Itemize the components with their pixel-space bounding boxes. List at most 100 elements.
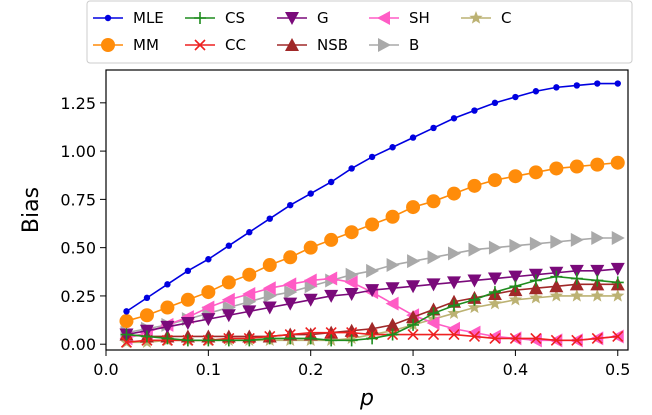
y-axis-label: Bias xyxy=(19,187,44,233)
legend-label: MM xyxy=(133,36,159,54)
data-point-marker xyxy=(377,11,390,25)
legend-item-mle: MLE xyxy=(93,9,164,27)
data-point-marker xyxy=(221,275,236,290)
data-point-marker xyxy=(528,165,543,180)
data-point-marker xyxy=(386,328,399,341)
data-point-marker xyxy=(385,317,400,331)
data-point-marker xyxy=(139,308,154,323)
legend-label: C xyxy=(501,9,511,27)
data-point-marker xyxy=(409,134,417,141)
data-point-marker xyxy=(509,238,523,253)
legend-item-nsb: NSB xyxy=(277,36,348,54)
data-point-marker xyxy=(285,12,299,25)
data-point-marker xyxy=(307,190,314,197)
legend-item-b: B xyxy=(369,36,419,54)
data-point-marker xyxy=(528,281,543,295)
data-point-marker xyxy=(427,307,440,320)
data-point-marker xyxy=(426,278,441,292)
data-point-marker xyxy=(304,332,317,345)
data-point-marker xyxy=(611,231,625,245)
data-point-marker xyxy=(101,38,115,52)
data-point-marker xyxy=(385,282,400,296)
data-point-marker xyxy=(570,288,584,302)
data-point-marker xyxy=(348,165,355,172)
data-point-marker xyxy=(180,316,195,330)
legend-label: SH xyxy=(409,9,430,27)
data-point-marker xyxy=(549,161,564,176)
data-point-marker xyxy=(508,270,523,284)
data-point-marker xyxy=(467,300,482,314)
data-point-marker xyxy=(508,169,523,184)
data-point-marker xyxy=(488,240,502,255)
data-point-marker xyxy=(570,272,583,285)
data-point-marker xyxy=(327,178,335,186)
data-point-marker xyxy=(611,288,625,302)
series-layer xyxy=(119,80,625,348)
data-point-marker xyxy=(512,93,519,101)
data-point-marker xyxy=(262,281,276,296)
legend-item-cc: CC xyxy=(185,36,246,54)
data-point-marker xyxy=(487,173,502,188)
data-point-marker xyxy=(325,334,338,347)
data-point-marker xyxy=(471,107,478,114)
x-axis-label: p xyxy=(359,386,374,411)
data-point-marker xyxy=(184,267,192,275)
series-g xyxy=(119,262,625,342)
legend-label: B xyxy=(409,36,419,54)
x-tick-label: 0.0 xyxy=(93,360,118,379)
y-tick-label: 0.50 xyxy=(60,239,96,258)
data-point-marker xyxy=(406,310,421,324)
data-point-marker xyxy=(345,334,358,347)
data-point-marker xyxy=(143,294,151,302)
data-point-marker xyxy=(550,334,562,346)
data-point-marker xyxy=(610,155,625,170)
data-point-marker xyxy=(468,242,482,257)
legend-label: NSB xyxy=(317,36,348,54)
data-point-marker xyxy=(549,288,564,302)
data-point-marker xyxy=(346,327,358,339)
legend-item-c: C xyxy=(461,9,511,27)
plot-area: 0.0 0.1 0.2 0.3 0.4 0.5 0.00 0.25 0.50 0.75 1.00 1… xyxy=(60,69,630,379)
data-point-marker xyxy=(242,287,256,301)
data-point-marker xyxy=(325,327,337,339)
data-point-marker xyxy=(385,296,399,311)
data-point-marker xyxy=(246,229,253,236)
data-point-marker xyxy=(447,306,461,319)
data-point-marker xyxy=(591,332,603,344)
legend-label: CC xyxy=(225,36,246,54)
data-point-marker xyxy=(467,178,482,193)
y-tick-label: 0.25 xyxy=(60,287,96,306)
data-point-marker xyxy=(430,124,437,132)
data-point-marker xyxy=(573,82,581,89)
legend-item-mm: MM xyxy=(93,36,159,54)
data-point-marker xyxy=(571,334,583,346)
data-point-marker xyxy=(529,274,542,287)
data-point-marker xyxy=(488,296,502,310)
data-point-marker xyxy=(450,115,458,122)
data-point-marker xyxy=(447,186,461,201)
data-point-marker xyxy=(528,333,542,348)
data-point-marker xyxy=(406,280,421,294)
data-point-marker xyxy=(262,301,277,315)
data-point-marker xyxy=(508,292,523,306)
data-point-marker xyxy=(530,332,542,344)
series-mm xyxy=(119,155,625,329)
data-point-marker xyxy=(120,336,133,348)
data-point-marker xyxy=(284,332,297,345)
data-point-marker xyxy=(448,299,460,312)
data-point-marker xyxy=(570,232,584,247)
y-tick-label: 1.00 xyxy=(60,142,96,161)
data-point-marker xyxy=(448,328,460,341)
data-point-marker xyxy=(242,305,257,319)
x-tick-label: 0.5 xyxy=(605,360,630,379)
data-point-marker xyxy=(468,330,481,343)
data-point-marker xyxy=(447,276,461,290)
data-point-marker xyxy=(365,284,380,298)
data-point-marker xyxy=(591,231,605,245)
data-point-marker xyxy=(389,144,396,151)
data-point-marker xyxy=(509,280,522,293)
data-point-marker xyxy=(243,334,256,347)
data-point-marker xyxy=(194,12,206,24)
data-point-marker xyxy=(549,279,564,293)
legend-box xyxy=(86,0,633,64)
